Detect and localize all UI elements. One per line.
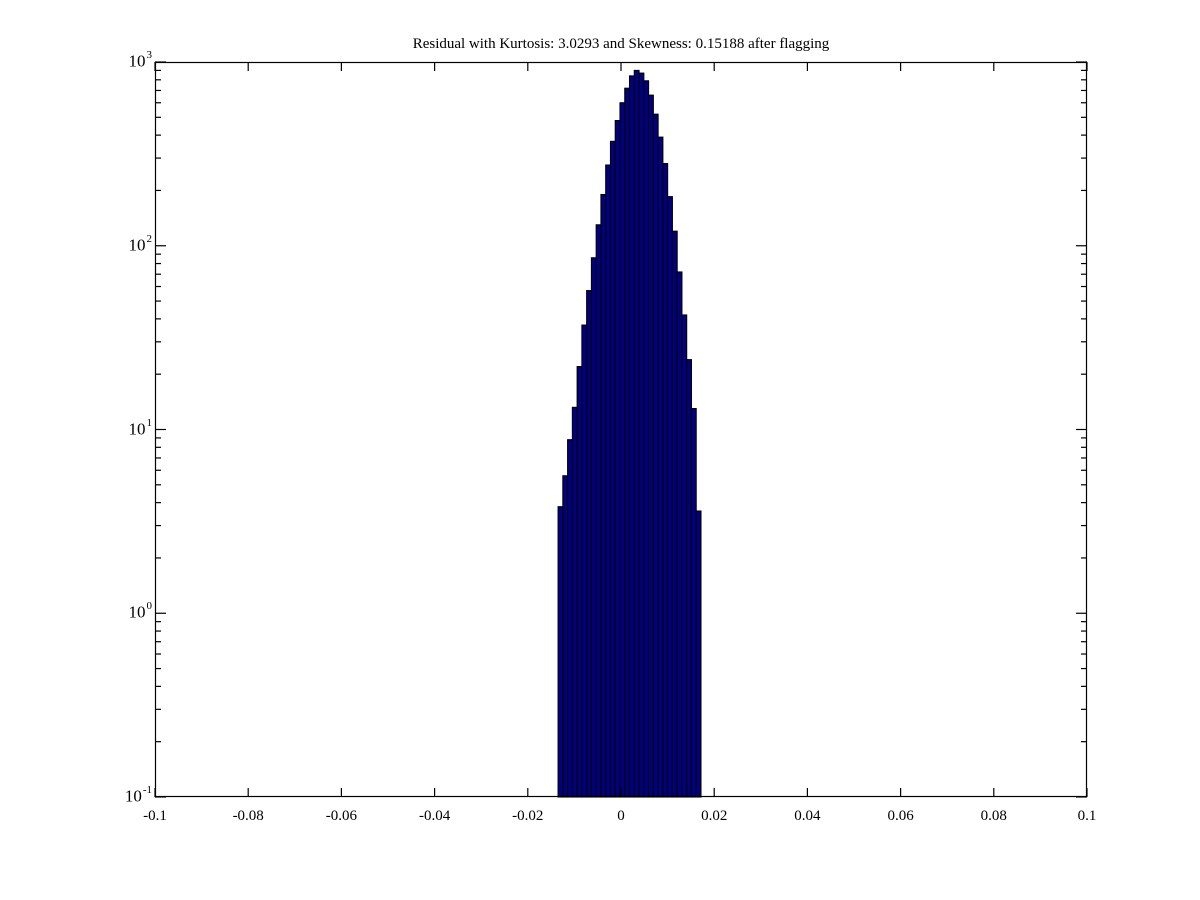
x-axis-tick-label: -0.08 bbox=[232, 808, 264, 824]
histogram-bar bbox=[595, 224, 602, 798]
y-axis-tick-label: 103 bbox=[128, 49, 153, 71]
x-axis-tick-label: 0.02 bbox=[701, 808, 728, 824]
x-axis-tick-label: 0.1 bbox=[1077, 808, 1097, 824]
histogram-bar bbox=[638, 72, 645, 798]
histogram-bar bbox=[576, 366, 583, 798]
x-axis-tick-label: -0.02 bbox=[512, 808, 544, 824]
histogram-bar bbox=[676, 271, 683, 798]
histogram-bar bbox=[671, 230, 678, 798]
x-axis-tick-label: -0.06 bbox=[325, 808, 358, 824]
x-axis-tick-label: 0.04 bbox=[794, 808, 821, 824]
y-axis-tick-label: 10-1 bbox=[124, 784, 152, 806]
x-axis-tick-label: 0.08 bbox=[980, 808, 1007, 824]
histogram-bar bbox=[567, 439, 573, 798]
chart-title: Residual with Kurtosis: 3.0293 and Skewn… bbox=[412, 36, 830, 52]
histogram-bar bbox=[619, 102, 626, 798]
histogram-bar bbox=[690, 408, 697, 798]
histogram-bar bbox=[681, 314, 688, 798]
histogram-bar bbox=[609, 140, 616, 798]
histogram-bar bbox=[652, 113, 659, 798]
x-axis-tick-label: -0.04 bbox=[418, 808, 451, 824]
y-axis-tick-label: 101 bbox=[128, 416, 153, 439]
x-axis-tick-label: 0.06 bbox=[887, 808, 914, 824]
histogram-bar bbox=[643, 80, 650, 798]
histogram-bar bbox=[562, 475, 569, 798]
histogram-bar bbox=[586, 290, 592, 798]
histogram-bar bbox=[633, 69, 640, 798]
histogram-bar bbox=[581, 324, 588, 798]
histogram-bar bbox=[695, 510, 702, 798]
y-axis-tick-label: 100 bbox=[128, 600, 153, 622]
histogram-bar bbox=[628, 75, 635, 798]
histogram-bars bbox=[557, 69, 702, 798]
axes-frame bbox=[154, 61, 1088, 798]
x-axis-tick-label: -0.1 bbox=[143, 808, 167, 824]
y-axis-tick-label: 102 bbox=[128, 232, 153, 255]
histogram-bar bbox=[648, 94, 654, 798]
histogram-bar bbox=[590, 257, 597, 798]
histogram-bar bbox=[600, 193, 607, 798]
histogram-bar bbox=[624, 87, 631, 798]
x-axis-tick-label: 0 bbox=[617, 808, 625, 824]
histogram-bar bbox=[571, 406, 578, 798]
histogram-bar bbox=[686, 359, 692, 798]
histogram-bar bbox=[614, 120, 621, 798]
histogram-bar bbox=[557, 506, 564, 798]
histogram-bar bbox=[605, 164, 612, 798]
histogram-bar bbox=[662, 163, 669, 798]
histogram-bar bbox=[657, 136, 664, 798]
histogram-bar bbox=[667, 196, 673, 798]
